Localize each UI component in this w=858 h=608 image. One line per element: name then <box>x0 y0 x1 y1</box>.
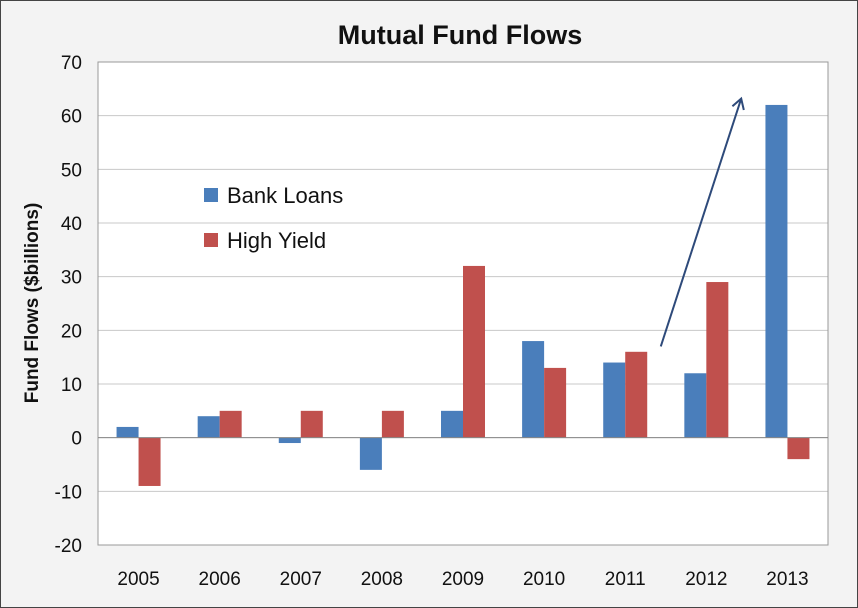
bar-bank-loans-2012 <box>684 373 707 438</box>
x-tick-label: 2012 <box>685 569 727 590</box>
bar-bank-loans-2006 <box>197 416 220 438</box>
bar-bank-loans-2009 <box>441 410 463 438</box>
bar-bank-loans-2010 <box>522 341 545 438</box>
x-tick-label: 2008 <box>361 569 403 590</box>
y-tick-label: 10 <box>61 375 82 396</box>
bar-bank-loans-2007 <box>278 437 301 444</box>
plot-border <box>97 61 829 546</box>
y-tick-label: 0 <box>71 429 82 450</box>
bar-high-yield-2008 <box>381 410 404 438</box>
bar-high-yield-2012 <box>706 282 729 438</box>
x-tick-label: 2010 <box>523 569 565 590</box>
bar-high-yield-2011 <box>625 351 648 438</box>
y-tick-label: 40 <box>61 214 82 235</box>
x-tick-label: 2013 <box>766 569 808 590</box>
x-tick-label: 2007 <box>280 569 322 590</box>
bars <box>116 104 810 486</box>
bar-high-yield-2009 <box>463 265 485 438</box>
legend: Bank Loans High Yield <box>204 183 343 253</box>
legend-swatch <box>204 188 218 202</box>
x-axis-ticks: 2005 2006 2007 2008 2009 2010 2011 2012 2013 <box>117 569 808 590</box>
bar-high-yield-2006 <box>219 410 242 438</box>
legend-swatch <box>204 233 218 247</box>
chart-title: Mutual Fund Flows <box>338 20 582 50</box>
y-tick-label: 30 <box>61 268 82 289</box>
x-tick-label: 2005 <box>117 569 159 590</box>
bar-high-yield-2007 <box>300 410 323 438</box>
legend-label: Bank Loans <box>227 183 343 208</box>
y-tick-label: 20 <box>61 321 82 342</box>
legend-label: High Yield <box>227 228 326 253</box>
bar-high-yield-2010 <box>544 367 567 438</box>
y-tick-label: 70 <box>61 53 82 74</box>
y-axis-ticks: -20 -10 0 10 20 30 40 50 60 70 <box>55 53 82 557</box>
y-tick-label: -20 <box>55 536 82 557</box>
bar-high-yield-2005 <box>138 437 161 486</box>
x-tick-label: 2009 <box>442 569 484 590</box>
bar-bank-loans-2013 <box>765 104 788 438</box>
x-tick-label: 2006 <box>199 569 241 590</box>
y-axis-label: Fund Flows ($billions) <box>22 203 43 404</box>
y-tick-label: 60 <box>61 107 82 128</box>
y-tick-label: 50 <box>61 160 82 181</box>
trend-arrow <box>659 96 745 347</box>
bar-high-yield-2013 <box>787 437 810 460</box>
y-tick-label: -10 <box>55 482 82 503</box>
x-tick-label: 2011 <box>605 569 646 590</box>
bar-bank-loans-2005 <box>116 426 139 438</box>
bar-bank-loans-2011 <box>603 362 626 438</box>
bar-bank-loans-2008 <box>359 437 382 470</box>
